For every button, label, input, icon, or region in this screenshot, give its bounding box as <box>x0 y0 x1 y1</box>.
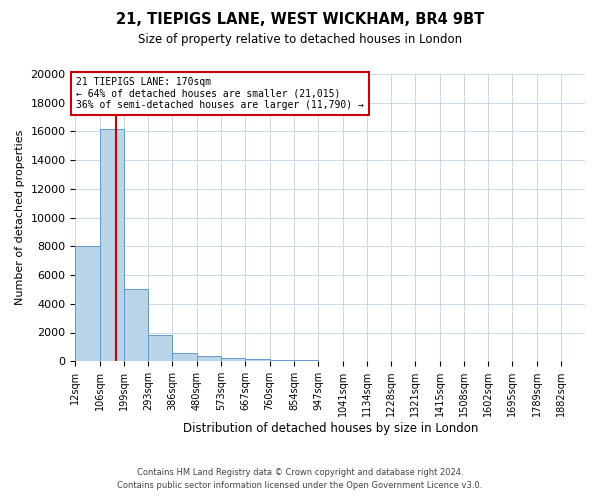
Bar <box>294 360 318 361</box>
Y-axis label: Number of detached properties: Number of detached properties <box>15 130 25 306</box>
Bar <box>124 290 148 361</box>
Bar <box>221 358 245 361</box>
Text: Size of property relative to detached houses in London: Size of property relative to detached ho… <box>138 32 462 46</box>
Bar <box>76 246 100 361</box>
Text: 21, TIEPIGS LANE, WEST WICKHAM, BR4 9BT: 21, TIEPIGS LANE, WEST WICKHAM, BR4 9BT <box>116 12 484 28</box>
Bar <box>197 356 221 361</box>
X-axis label: Distribution of detached houses by size in London: Distribution of detached houses by size … <box>182 422 478 435</box>
Text: Contains HM Land Registry data © Crown copyright and database right 2024.: Contains HM Land Registry data © Crown c… <box>137 468 463 477</box>
Bar <box>148 336 172 361</box>
Text: 21 TIEPIGS LANE: 170sqm
← 64% of detached houses are smaller (21,015)
36% of sem: 21 TIEPIGS LANE: 170sqm ← 64% of detache… <box>76 77 364 110</box>
Bar <box>245 359 269 361</box>
Bar <box>269 360 294 361</box>
Bar <box>172 352 197 361</box>
Text: Contains public sector information licensed under the Open Government Licence v3: Contains public sector information licen… <box>118 480 482 490</box>
Bar <box>100 128 124 361</box>
